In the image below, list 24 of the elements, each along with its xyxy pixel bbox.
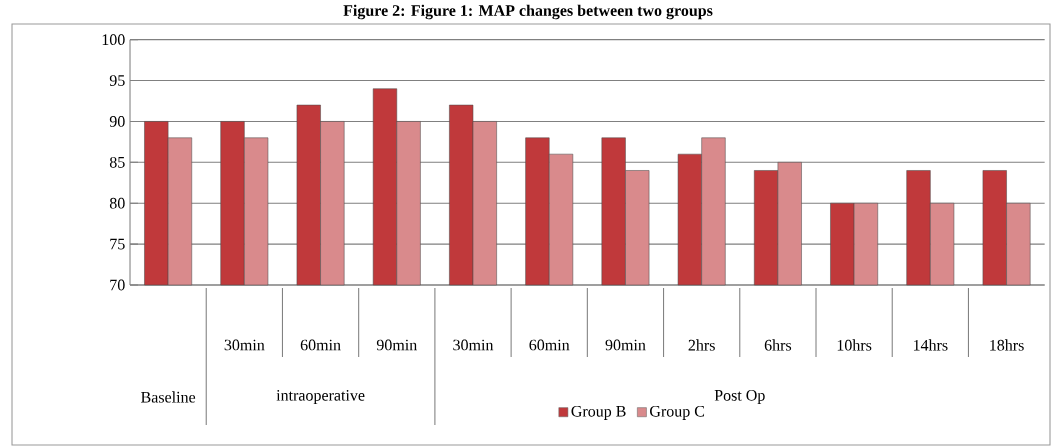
y-tick-label: 100 — [102, 34, 125, 46]
text: intraoperative — [276, 389, 365, 404]
text: Baseline — [141, 391, 196, 403]
x-tick-label: 30min — [224, 339, 265, 351]
x-tick-label: 2hrs — [688, 339, 715, 351]
x-tick-label: 90min — [605, 339, 646, 351]
x-tick-label: 60min — [300, 339, 341, 351]
x-tick-label: 14hrs — [913, 339, 948, 351]
x-tick-label: 90min — [376, 339, 417, 351]
x-tick-label: 10hrs — [837, 339, 872, 351]
x-tick-label: 6hrs — [764, 339, 792, 351]
x-tick-label: 30min — [453, 339, 494, 351]
chart-title: Figure 2: Figure 1: MAP changes between two groups — [343, 4, 713, 20]
y-tick-label: 85 — [109, 156, 125, 168]
legend-label: Group C — [650, 405, 705, 420]
x-tick-label: 60min — [529, 339, 570, 351]
x-tick-label: 18hrs — [990, 339, 1024, 351]
y-tick-label: 80 — [109, 197, 125, 209]
y-tick-label: 75 — [110, 238, 125, 250]
legend-label: Group B — [571, 405, 626, 420]
y-tick-label: 70 — [110, 279, 125, 291]
y-tick-label: 90 — [109, 116, 125, 127]
text: Post Op — [714, 389, 765, 404]
y-tick-label: 95 — [109, 75, 125, 86]
